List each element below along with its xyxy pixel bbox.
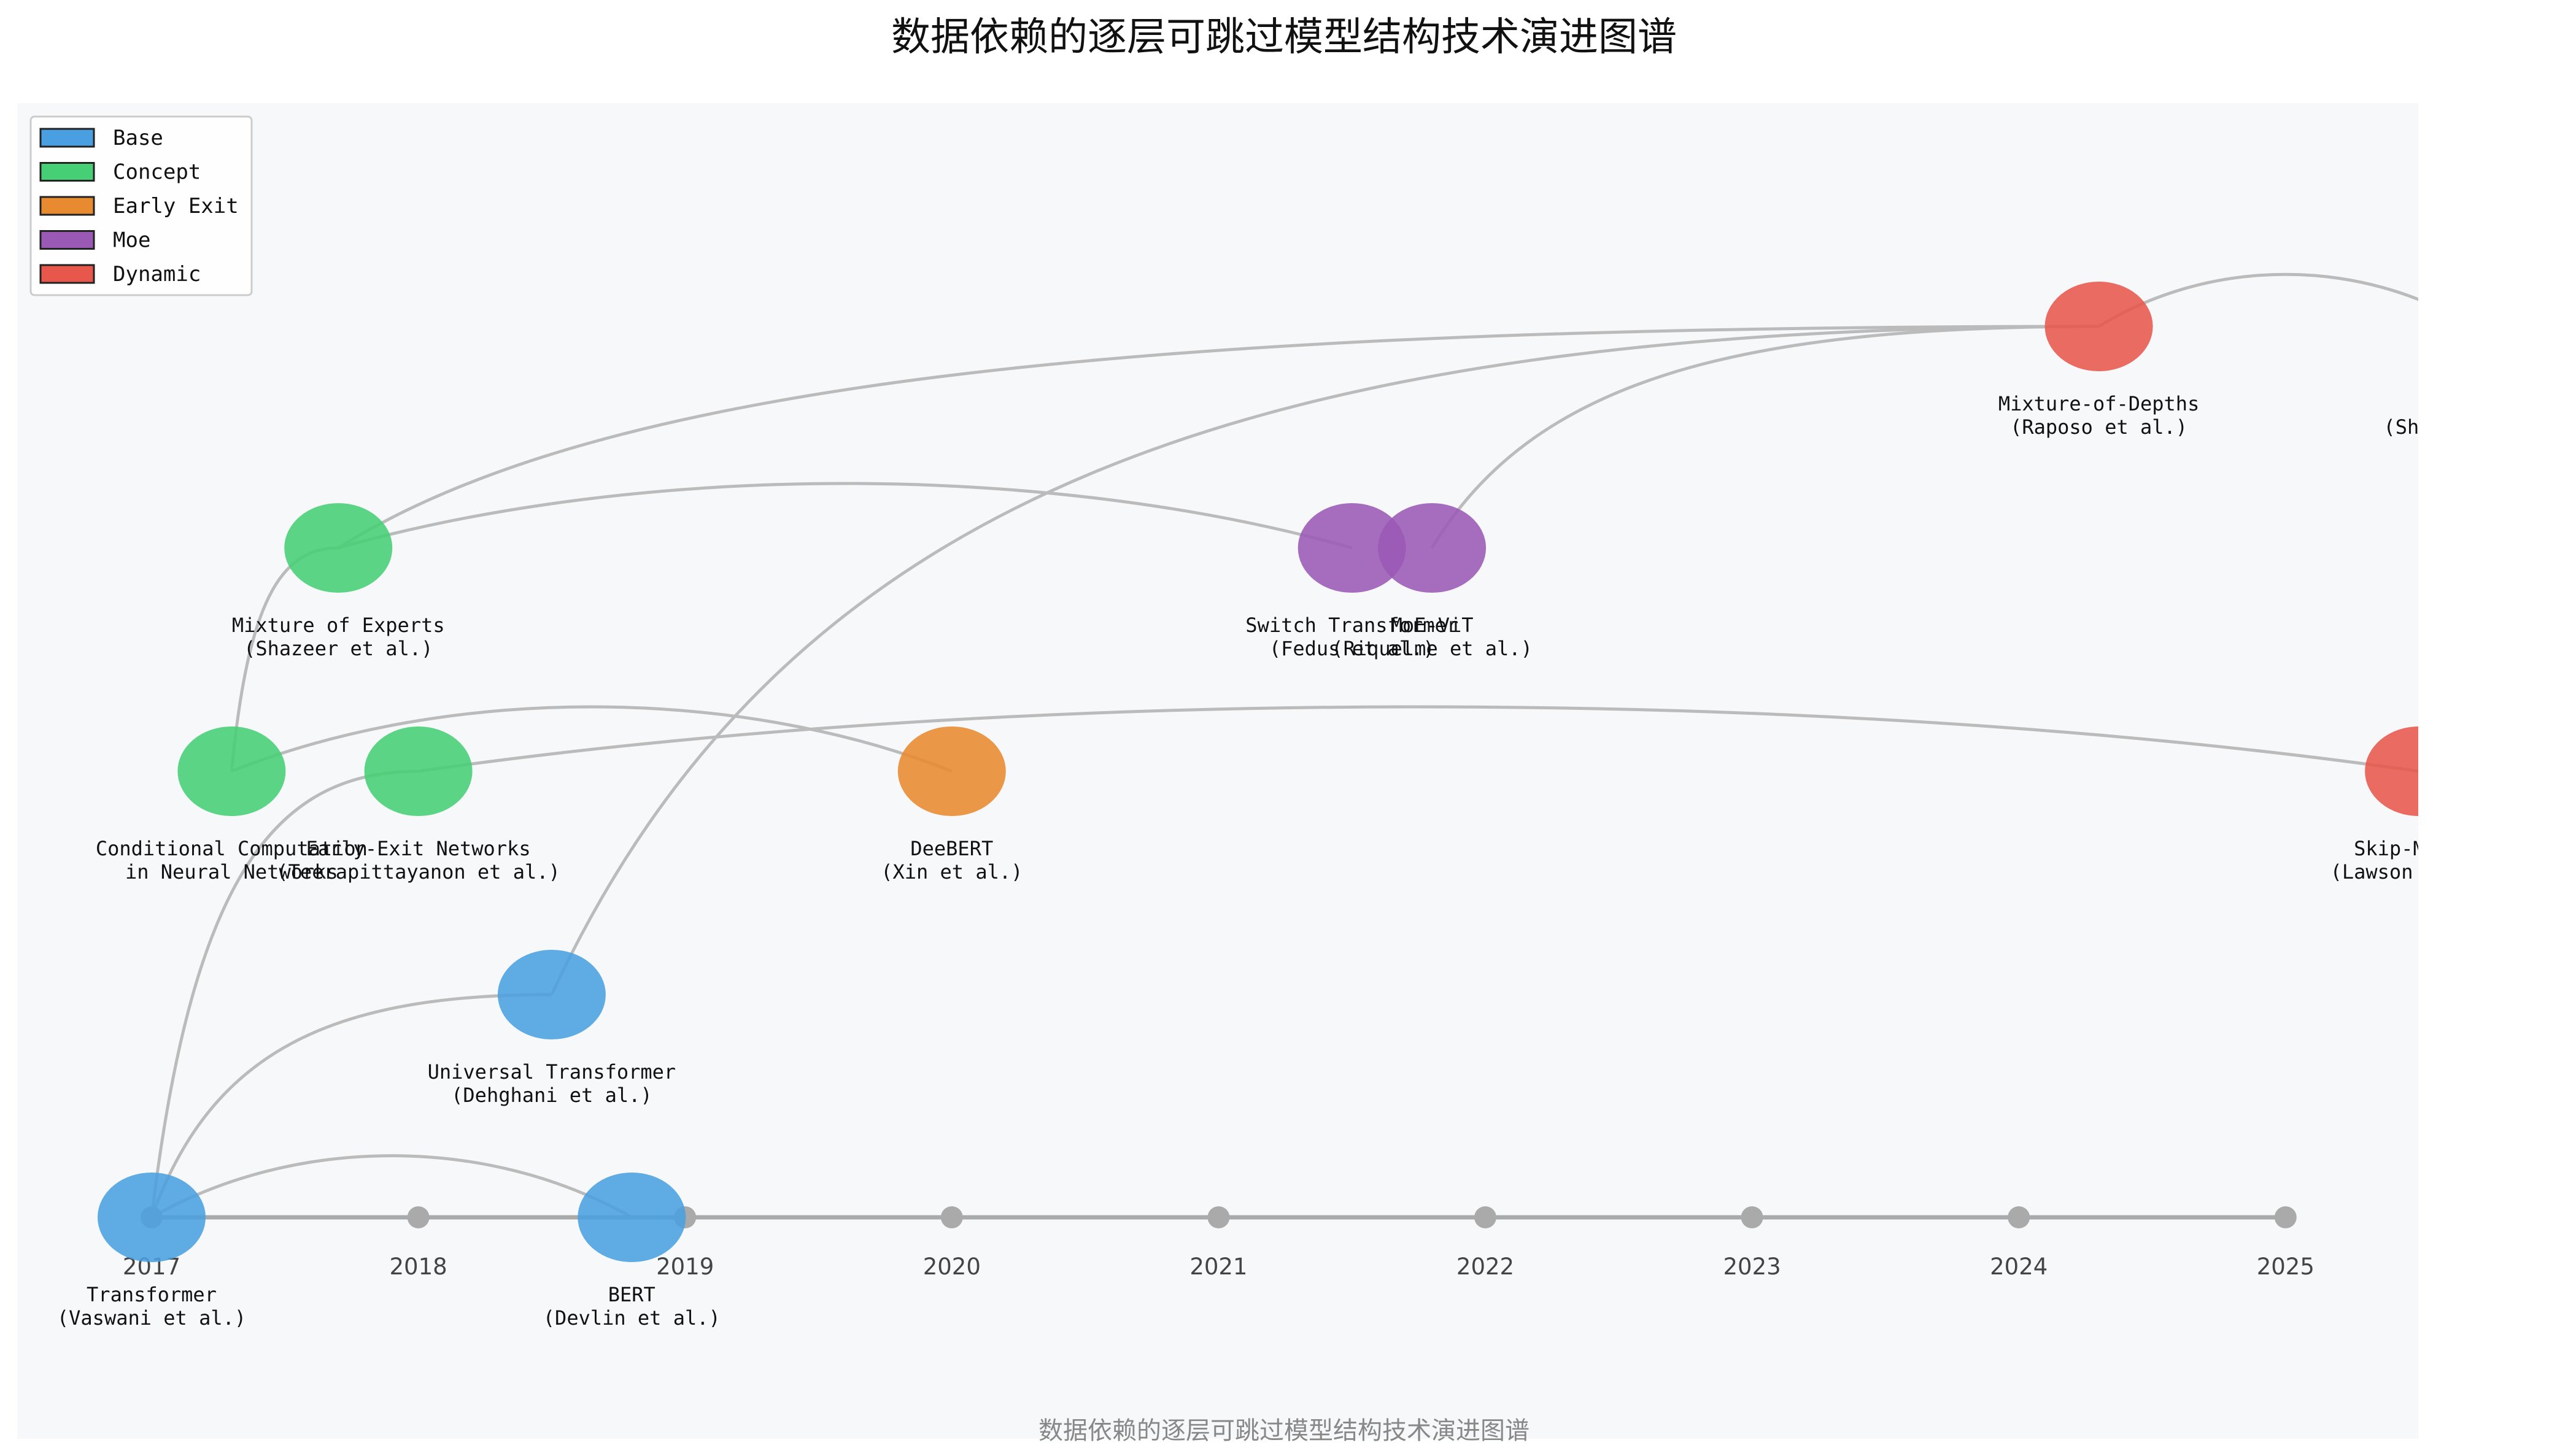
edge-moe-to-switch (338, 482, 1353, 550)
node-skipmiddle-circle[interactable] (2365, 726, 2473, 816)
node-bert-circle[interactable] (578, 1173, 686, 1262)
node-conditional-circle[interactable] (177, 726, 286, 816)
legend-item-moe: Moe (39, 228, 150, 253)
legend-item-concept: Concept (39, 160, 201, 185)
node-mod-label: Mixture-of-Depths (Raposo et al.) (1998, 392, 2200, 439)
timeline-marker-2023 (1741, 1206, 1763, 1228)
node-universal[interactable]: Universal Transformer (Dehghani et al.) (428, 950, 676, 1107)
timeline-year-label: 2023 (1723, 1254, 1781, 1280)
timeline-year-label: 2019 (656, 1254, 714, 1280)
timeline-year-label: 2022 (1456, 1254, 1514, 1280)
timeline-year-label: 2018 (390, 1254, 447, 1280)
timeline-marker-2020 (940, 1206, 963, 1228)
edge-mod-to-dtrnet (2098, 272, 2418, 328)
node-deebert[interactable]: DeeBERT (Xin et al.) (881, 726, 1023, 884)
timeline-year-label: 2024 (1990, 1254, 2048, 1280)
timeline-marker-2022 (1474, 1206, 1496, 1228)
edge-moe-to-mod (337, 325, 2099, 550)
edge-transformer-to-universal (150, 993, 552, 1218)
node-conditional-label: Conditional Computation in Neural Network… (96, 837, 368, 884)
node-deebert-label: DeeBERT (Xin et al.) (881, 837, 1023, 884)
legend-label: Early Exit (113, 194, 239, 218)
legend-swatch (39, 196, 95, 216)
node-moe[interactable]: Mixture of Experts (Shazeer et al.) (232, 503, 445, 660)
node-universal-circle[interactable] (497, 950, 606, 1039)
node-switch-label: Switch Transformer (Fedus et al.) (1245, 614, 1458, 660)
legend-swatch (39, 128, 95, 148)
node-moevit-circle[interactable] (1378, 503, 1487, 593)
edge-earlyexit-to-skipmiddle (418, 705, 2418, 773)
legend-swatch (39, 264, 95, 284)
node-deebert-circle[interactable] (897, 726, 1006, 816)
node-moe-label: Mixture of Experts (Shazeer et al.) (232, 614, 445, 660)
edge-transformer-to-earlyexit (150, 769, 419, 1218)
node-switch-circle[interactable] (1298, 503, 1406, 593)
legend-swatch (39, 230, 95, 250)
node-mod-circle[interactable] (2044, 282, 2153, 371)
node-earlyexit[interactable]: Early-Exit Networks (Teerapittayanon et a… (276, 726, 560, 884)
legend-item-early-exit: Early Exit (39, 194, 239, 218)
node-moevit-label: MoE-ViT (Riquelme et al.) (1331, 614, 1533, 660)
node-bert-label: BERT (Devlin et al.) (543, 1283, 721, 1330)
timeline-year-label: 2020 (923, 1254, 981, 1280)
graph-title: 数据依赖的逐层可跳过模型结构技术演进图谱 (891, 15, 1677, 60)
node-moe-circle[interactable] (284, 503, 393, 593)
timeline-marker-2021 (1207, 1206, 1230, 1228)
node-transformer[interactable]: Transformer (Vaswani et al.) (57, 1173, 246, 1330)
node-moevit[interactable]: MoE-ViT (Riquelme et al.) (1331, 503, 1533, 660)
node-universal-label: Universal Transformer (Dehghani et al.) (428, 1060, 676, 1107)
node-earlyexit-label: Early-Exit Networks (Teerapittayanon et a… (276, 837, 560, 884)
node-bert[interactable]: BERT (Devlin et al.) (543, 1173, 721, 1330)
edges-layer (150, 272, 2418, 1219)
edge-universal-to-mod (550, 325, 2099, 996)
legend-label: Concept (113, 160, 201, 185)
node-conditional[interactable]: Conditional Computation in Neural Network… (96, 726, 368, 884)
graph-caption: 数据依赖的逐层可跳过模型结构技术演进图谱 (1038, 1417, 1530, 1445)
node-skipmiddle-label: Skip-Middle (Lawson et al.) (2330, 837, 2508, 884)
node-earlyexit-circle[interactable] (364, 726, 473, 816)
legend-item-base: Base (39, 126, 163, 150)
node-skipmiddle[interactable]: Skip-Middle (Lawson et al.) (2330, 726, 2508, 884)
timeline-marker-2018 (407, 1206, 430, 1228)
node-dtrnet-label: DTRNet (Sharma et al.) (2384, 392, 2561, 439)
node-transformer-label: Transformer (Vaswani et al.) (57, 1283, 246, 1330)
edge-conditional-to-deebert (231, 705, 953, 773)
nodes-layer: Transformer (Vaswani et al.) BERT (Devlin e… (57, 282, 2561, 1330)
node-mod[interactable]: Mixture-of-Depths (Raposo et al.) (1998, 282, 2200, 439)
edge-transformer-to-bert (150, 1154, 633, 1219)
timeline-marker-2024 (2008, 1206, 2030, 1228)
node-transformer-circle[interactable] (98, 1173, 206, 1262)
legend-swatch (39, 162, 95, 182)
legend-frame (29, 115, 253, 296)
node-dtrnet-circle[interactable] (2418, 282, 2526, 371)
node-dtrnet[interactable]: DTRNet (Sharma et al.) (2384, 282, 2561, 439)
timeline-marker-2025 (2274, 1206, 2297, 1228)
edge-moevit-to-mod (1430, 325, 2099, 549)
node-switch[interactable]: Switch Transformer (Fedus et al.) (1245, 503, 1458, 660)
timeline-year-label: 2025 (2257, 1254, 2315, 1280)
legend-item-dynamic: Dynamic (39, 262, 201, 287)
legend: Base Concept Early Exit Moe Dynamic (29, 115, 253, 296)
timeline-year-label: 2021 (1189, 1254, 1247, 1280)
legend-label: Base (113, 126, 163, 150)
legend-label: Moe (113, 228, 150, 253)
legend-label: Dynamic (113, 262, 201, 287)
